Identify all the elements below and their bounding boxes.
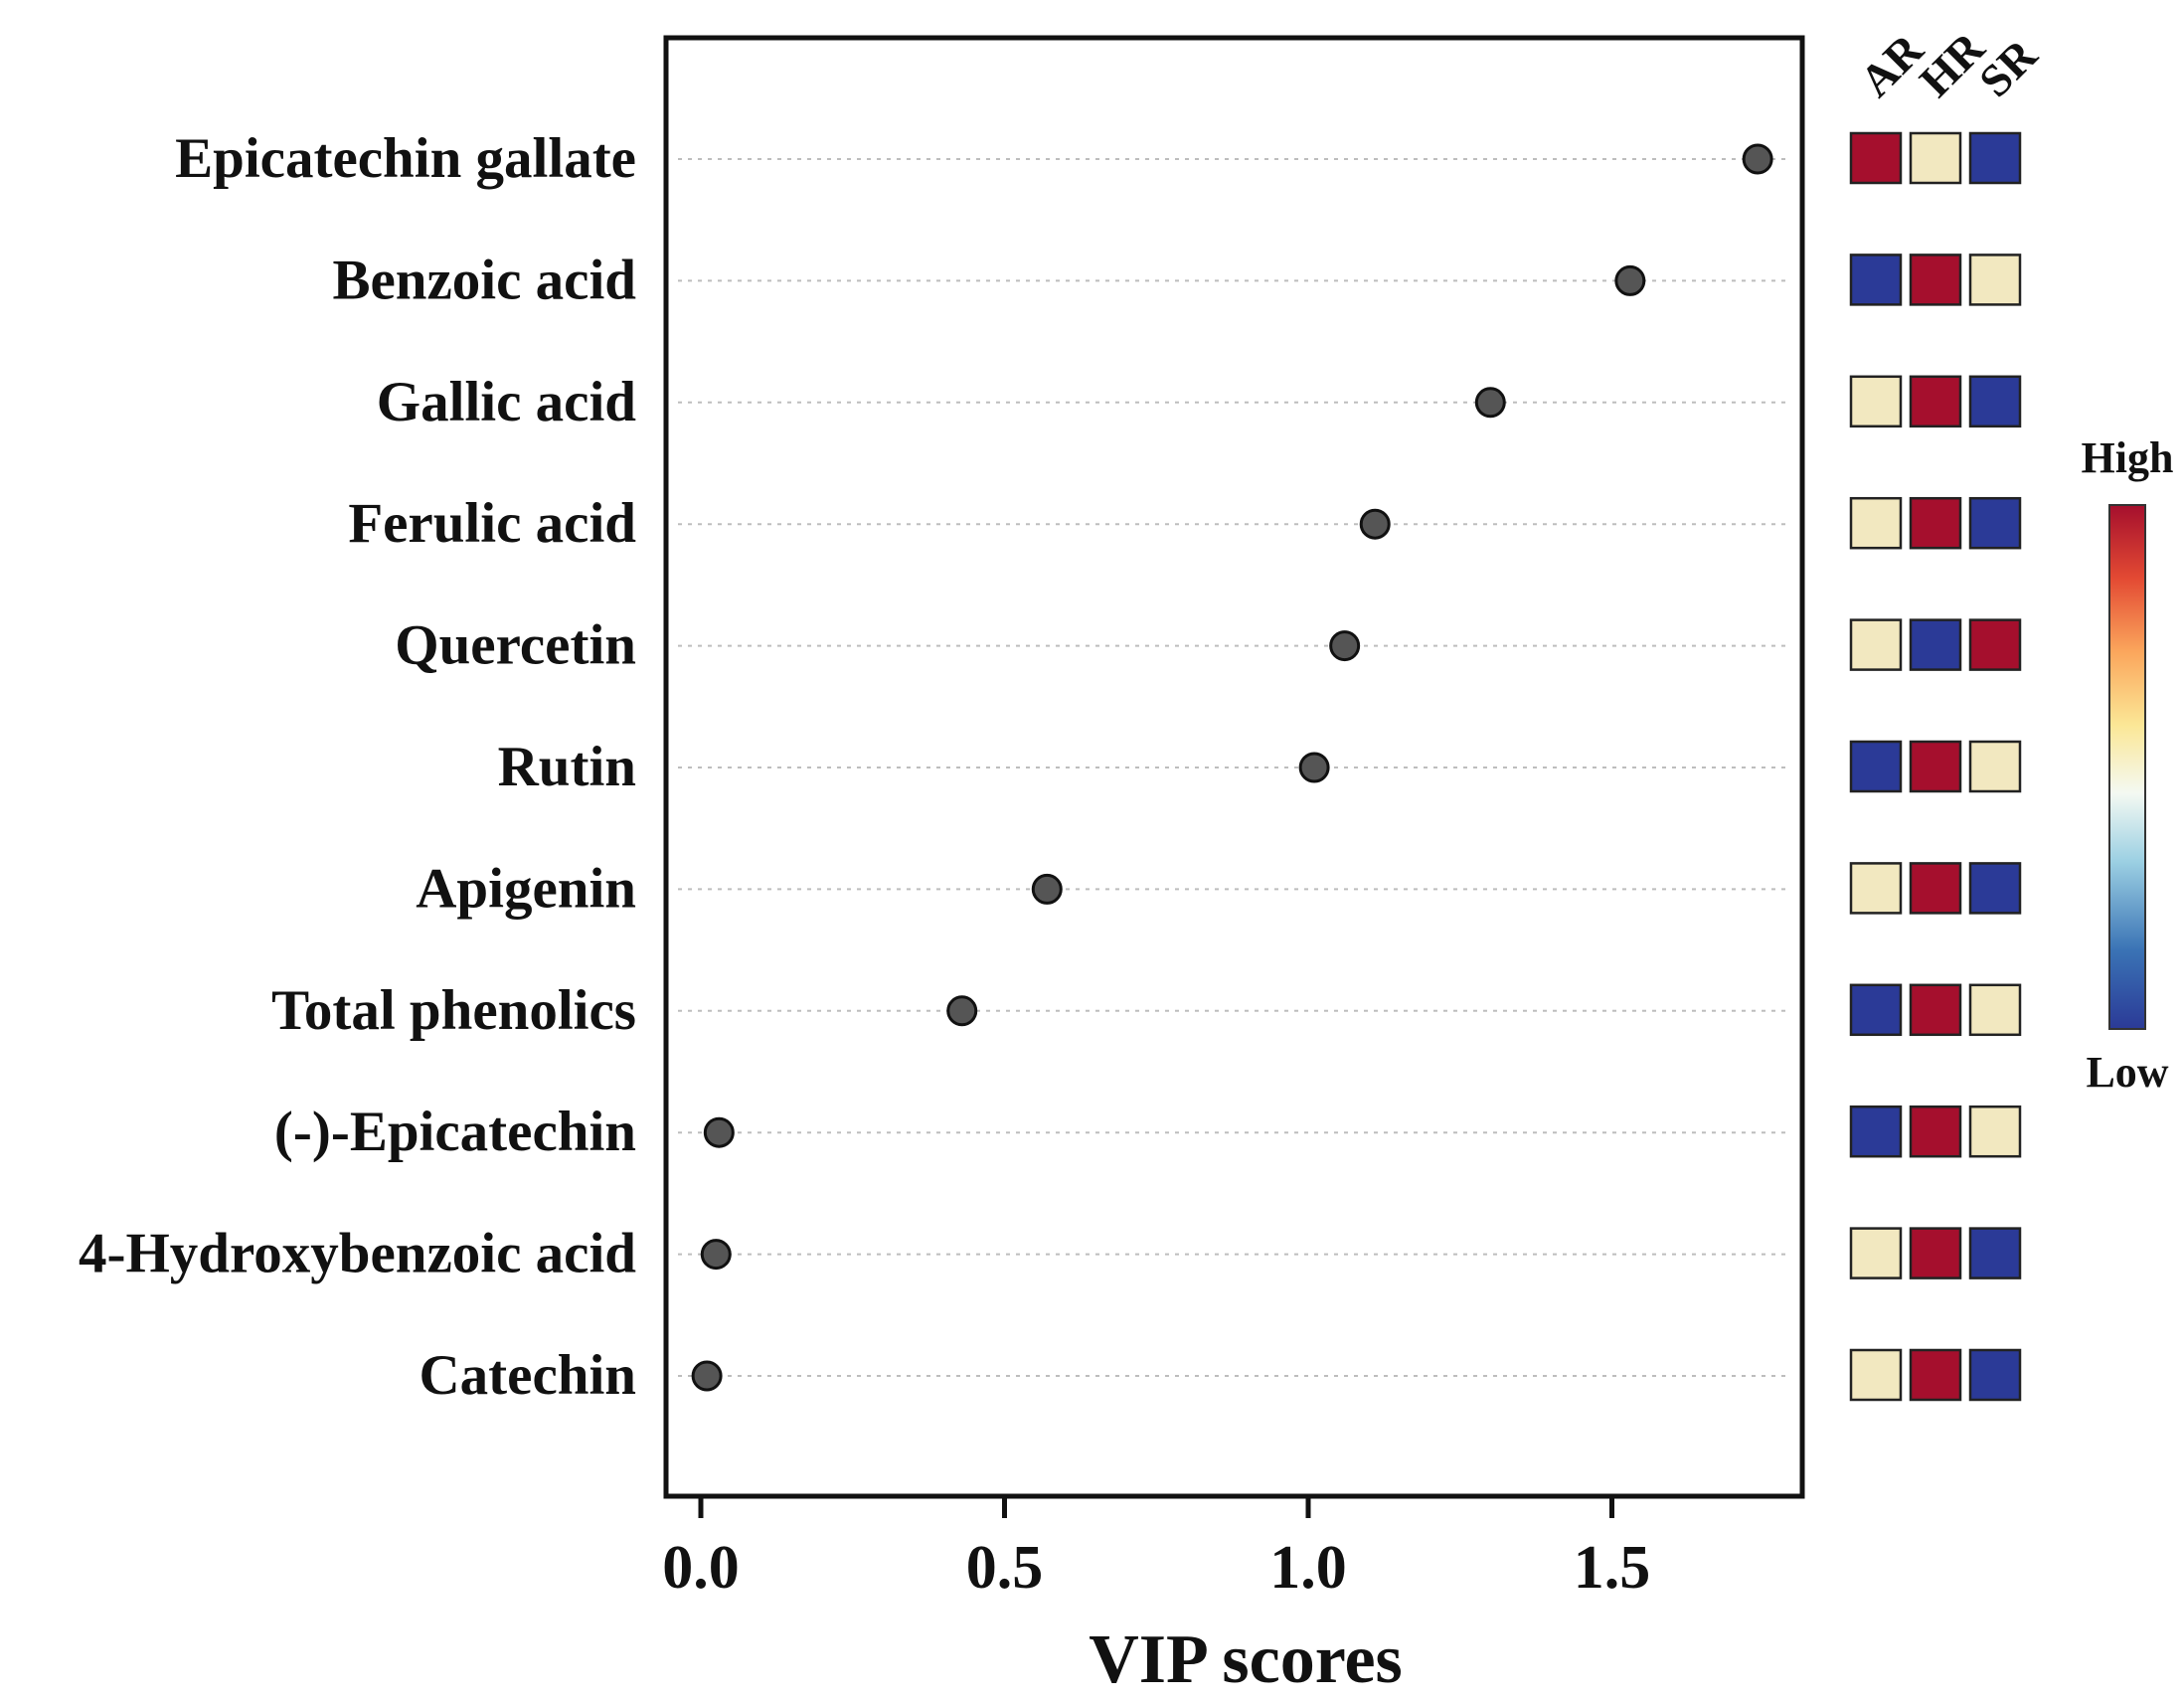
heatmap-cell xyxy=(1849,740,1903,793)
y-tick-label: Benzoic acid xyxy=(332,249,636,311)
heatmap-cell xyxy=(1968,983,2022,1037)
y-tick-label: Ferulic acid xyxy=(348,492,636,555)
y-tick-label: Gallic acid xyxy=(377,371,637,433)
heatmap-cell xyxy=(1849,254,1903,306)
heatmap-cell xyxy=(1909,618,1962,671)
heatmap-cell xyxy=(1909,131,1962,185)
y-tick-label: Total phenolics xyxy=(271,979,636,1042)
legend-low-label: Low xyxy=(2086,1048,2168,1097)
y-tick-label: (-)-Epicatechin xyxy=(274,1101,636,1163)
heatmap-cell xyxy=(1968,496,2022,550)
heatmap-cell xyxy=(1909,983,1962,1037)
x-axis-label: VIP scores xyxy=(1089,1621,1403,1698)
data-point xyxy=(703,1116,735,1148)
heatmap-cell xyxy=(1909,254,1962,306)
y-tick-label: Apigenin xyxy=(416,857,636,920)
heatmap-cell xyxy=(1968,1227,2022,1279)
heatmap-cell xyxy=(1909,862,1962,915)
heatmap-cell xyxy=(1849,862,1903,915)
data-point xyxy=(1359,508,1391,540)
heatmap-cell xyxy=(1909,1348,1962,1402)
heatmap-cell xyxy=(1909,496,1962,550)
heatmap-cell xyxy=(1968,1348,2022,1402)
y-tick-label: Rutin xyxy=(498,736,636,798)
x-tick-label: 0.0 xyxy=(662,1534,740,1602)
heatmap-cell xyxy=(1849,496,1903,550)
x-tick-label: 1.5 xyxy=(1574,1534,1651,1602)
group-label: SR xyxy=(1969,29,2047,106)
data-point xyxy=(1614,264,1646,296)
color-scale-legend: High Low xyxy=(2082,433,2174,1097)
heatmap-cell xyxy=(1849,983,1903,1037)
heatmap-cell xyxy=(1909,1227,1962,1279)
heatmap-cell xyxy=(1849,1105,1903,1158)
data-point xyxy=(700,1239,732,1271)
y-tick-labels: Epicatechin gallate Benzoic acid Gallic ac… xyxy=(79,127,636,1407)
plot-frame xyxy=(663,35,1805,1499)
heatmap-cell xyxy=(1909,740,1962,793)
heatmap-cell xyxy=(1968,618,2022,671)
heatmap-cell xyxy=(1849,1227,1903,1279)
data-point xyxy=(1031,873,1063,905)
grid-lines xyxy=(678,158,1790,1377)
heatmap-cell xyxy=(1849,618,1903,671)
x-tick-label: 0.5 xyxy=(966,1534,1044,1602)
data-point xyxy=(1298,752,1330,783)
data-point xyxy=(1742,143,1773,175)
heatmap-cell xyxy=(1968,131,2022,185)
legend-high-label: High xyxy=(2082,433,2174,482)
data-point xyxy=(946,995,978,1027)
data-point xyxy=(1329,630,1361,662)
heatmap-cell xyxy=(1849,1348,1903,1402)
color-scale-bar xyxy=(2108,504,2146,1030)
x-axis-ticks: 0.0 0.5 1.0 1.5 xyxy=(662,1493,1651,1602)
heatmap-cell xyxy=(1968,254,2022,306)
x-tick-label: 1.0 xyxy=(1269,1534,1347,1602)
group-heatmap xyxy=(1849,131,2022,1402)
heatmap-cell xyxy=(1849,375,1903,428)
heatmap-cell xyxy=(1909,1105,1962,1158)
data-points xyxy=(691,143,1773,1392)
heatmap-cell xyxy=(1849,131,1903,185)
heatmap-cell xyxy=(1968,1105,2022,1158)
heatmap-cell xyxy=(1968,862,2022,915)
heatmap-cell xyxy=(1968,375,2022,428)
data-point xyxy=(1474,387,1506,419)
y-tick-label: 4-Hydroxybenzoic acid xyxy=(79,1223,636,1285)
y-tick-label: Catechin xyxy=(420,1344,636,1407)
heatmap-cell xyxy=(1909,375,1962,428)
y-tick-label: Quercetin xyxy=(395,614,636,677)
heatmap-cell xyxy=(1968,740,2022,793)
data-point xyxy=(691,1360,723,1392)
y-tick-label: Epicatechin gallate xyxy=(175,127,636,190)
